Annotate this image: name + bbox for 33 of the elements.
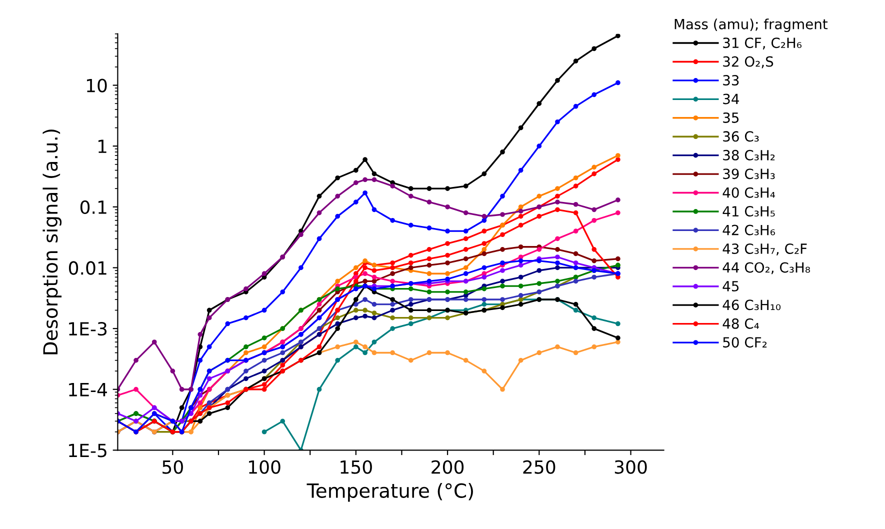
- y-axis-title: Desorption signal (a.u.): [42, 130, 62, 354]
- y-tick-label: 1E-5: [69, 444, 106, 458]
- x-tick-label: 300: [614, 460, 647, 474]
- x-tick-label: 100: [249, 460, 280, 474]
- legend-label: 43 C₃H₇, C₂F: [722, 243, 807, 256]
- y-tick-label: 0.1: [80, 200, 106, 214]
- legend-title: Mass (amu); fragment: [674, 18, 828, 32]
- x-tick-label: 150: [340, 460, 372, 474]
- y-tick-label: 1E-4: [69, 383, 107, 396]
- legend-label: 39 C₃H₃: [723, 168, 775, 180]
- legend-label: 34: [723, 94, 739, 104]
- legend-label: 32 O₂,S: [723, 56, 774, 68]
- x-tick-label: 200: [432, 460, 464, 474]
- legend-label: 40 C₃H₄: [722, 187, 776, 198]
- legend-label: 45: [722, 281, 739, 292]
- y-tick-label: 1: [98, 140, 106, 153]
- x-tick-label: 50: [162, 460, 183, 474]
- legend-label: 41 C₃H₅: [722, 206, 775, 217]
- y-tick-label: 0.01: [68, 261, 106, 275]
- legend-label: 46 C₃H₁₀: [722, 300, 781, 310]
- legend-label: 44 CO₂, C₃H₈: [722, 262, 810, 274]
- legend-label: 48 C₄: [722, 318, 759, 329]
- y-tick-label: 1E-3: [69, 322, 107, 336]
- legend-label: 42 C₃H₆: [722, 224, 775, 236]
- legend-label: 38 C₃H₂: [723, 150, 775, 160]
- legend-label: 31 CF, C₂H₆: [723, 38, 802, 50]
- legend-label: 33: [723, 75, 739, 86]
- legend-label: 50 CF₂: [723, 337, 767, 348]
- legend-label: 35: [723, 112, 739, 123]
- x-tick-label: 250: [523, 460, 556, 474]
- legend-label: 36 C₃: [723, 131, 759, 142]
- x-axis-title: Temperature (°C): [306, 482, 473, 502]
- y-tick-label: 10: [86, 78, 107, 92]
